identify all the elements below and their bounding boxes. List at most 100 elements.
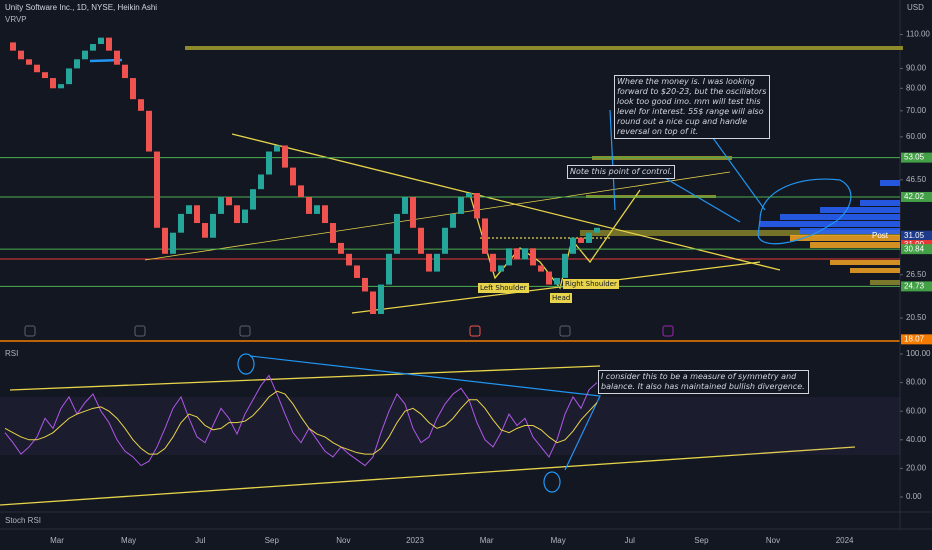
candle [34,64,40,73]
price-marker [901,334,932,345]
candle [386,253,392,285]
candle [258,174,264,190]
y-tick-label: 80.00 [906,378,927,387]
title: Unity Software Inc., 1D, NYSE, Heikin As… [5,3,157,12]
candle [458,197,464,214]
candle [394,213,400,254]
x-tick-label: May [121,536,136,545]
y-tick-label: 100.00 [906,349,931,358]
y-tick-label: 60.00 [906,132,927,141]
candle [10,42,16,51]
price-marker [901,281,932,292]
candle [482,218,488,254]
x-tick-label: Nov [336,536,350,545]
candle [42,72,48,79]
candle [186,205,192,214]
price-marker-label: 18.07 [904,334,925,343]
candle [594,227,600,233]
candle [18,50,24,60]
post-label: Post [872,231,889,240]
candle [226,197,232,206]
label: Left Shoulder [478,283,529,293]
price-marker [901,191,932,202]
candle [106,37,112,51]
candle [546,271,552,285]
annotation: I consider this to be a measure of symme… [598,370,809,394]
candle [314,205,320,214]
x-tick-label: Nov [766,536,780,545]
candle [578,237,584,243]
candle [290,167,296,186]
candle [242,209,248,224]
candle [210,213,216,238]
y-tick-label: 60.00 [906,406,927,415]
trendlines [0,133,856,506]
price-marker-label: 42.02 [904,192,925,201]
candle [178,213,184,233]
rsi-line [4,374,598,467]
candle [74,59,80,69]
candle [170,232,176,254]
price-marker-label: 30.84 [904,244,925,253]
candle [282,145,288,168]
x-tick-label: Sep [265,536,280,545]
price-marker [901,244,932,255]
candle [122,64,128,79]
label: Right Shoulder [563,279,619,289]
annotation: Note this point of control. [567,165,676,179]
candle [298,185,304,198]
candle [82,50,88,60]
candle [362,277,368,292]
zone [580,230,900,236]
candle [498,265,504,272]
label: Head [550,293,573,303]
candle [466,193,472,198]
candle [138,99,144,111]
candle [26,59,32,65]
candle [98,37,104,45]
volume-profile [760,180,900,285]
candle [234,205,240,224]
candle [450,213,456,228]
y-tick-label: 26.50 [906,270,927,279]
candle [58,84,64,89]
candle [370,291,376,314]
candle [490,253,496,272]
candle [418,227,424,254]
x-tick-label: Mar [480,536,494,545]
candle [154,151,160,228]
x-tick-label: Mar [50,536,64,545]
candle [50,78,56,89]
rsi-title: RSI [5,349,18,358]
candle [426,253,432,272]
candle [346,253,352,266]
candle [586,232,592,243]
candle [530,248,536,266]
y-tick-label: 80.00 [906,83,927,92]
x-tick-label: Sep [694,536,709,545]
candle [90,44,96,51]
indicator: VRVP [5,15,27,24]
candle [146,110,152,152]
candle [114,50,120,65]
y-tick-label: 20.50 [906,313,927,322]
x-tick-label: Jul [195,536,205,545]
candle [66,68,72,85]
candle [562,253,568,278]
rsi-ma-line [4,390,598,455]
x-tick-label: 2024 [836,536,854,545]
candle [410,197,416,228]
candle [194,205,200,224]
candle [354,265,360,278]
candle [250,189,256,210]
candle [338,242,344,254]
candle [378,284,384,314]
candle [474,193,480,219]
candle [554,277,560,285]
candle [330,223,336,243]
y-tick-label: 20.00 [906,464,927,473]
candle [402,197,408,214]
y-tick-label: 110.00 [906,30,930,39]
